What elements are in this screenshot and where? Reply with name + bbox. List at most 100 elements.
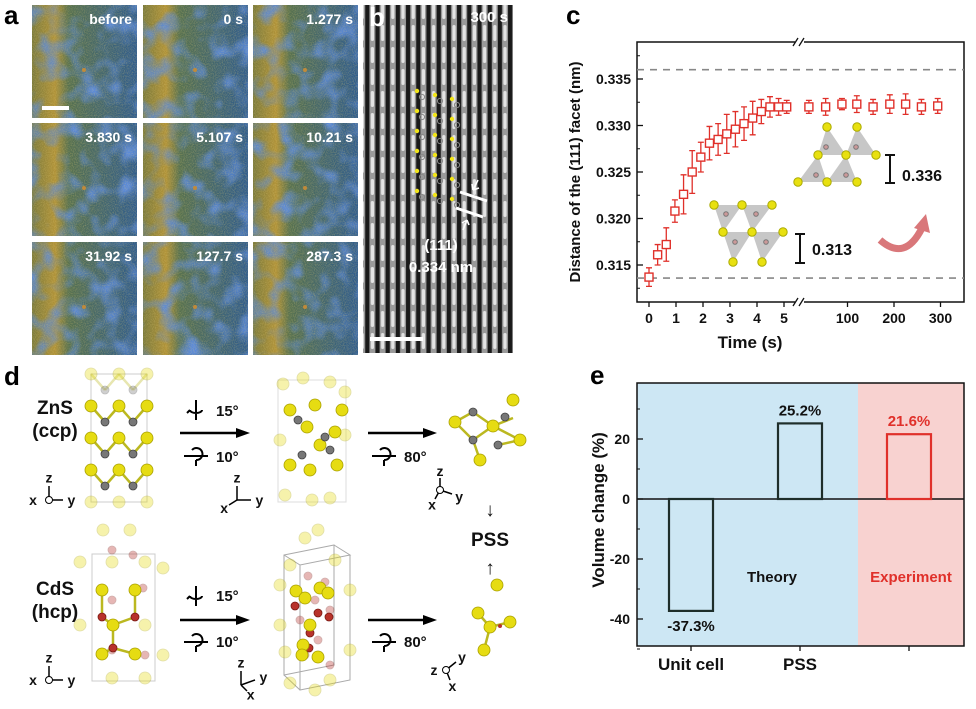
sulfur-atom xyxy=(841,150,851,160)
sulfur-atom xyxy=(313,438,327,452)
sulfur-atom xyxy=(276,377,290,391)
sulfur-atom xyxy=(477,643,491,657)
data-point xyxy=(713,122,723,156)
plane-index: (111) xyxy=(424,237,457,254)
data-marker xyxy=(820,102,831,112)
error-bar xyxy=(741,106,748,142)
particle-marker xyxy=(193,68,197,72)
axis-label: y xyxy=(68,492,76,508)
region-label-theory: Theory xyxy=(747,569,798,586)
sulfur-atom xyxy=(813,150,823,160)
sulfur-atom xyxy=(128,647,142,661)
zns-label: ZnS xyxy=(37,398,73,419)
sulfur-atom xyxy=(112,463,126,477)
axis-label: x xyxy=(29,492,37,508)
zinc-atom xyxy=(128,417,138,427)
arrowhead-icon xyxy=(423,615,437,625)
cadmium-atom xyxy=(295,615,305,625)
data-point xyxy=(837,97,847,111)
sulfur-atom xyxy=(84,367,98,381)
panel-d-structures xyxy=(73,367,527,697)
y-tick-label: -20 xyxy=(610,551,630,567)
sulfur-atom-marker xyxy=(449,156,455,162)
arrow-icon xyxy=(471,179,480,191)
error-bar xyxy=(689,149,696,195)
sulfur-atom xyxy=(273,618,287,632)
frame-noise xyxy=(32,242,137,355)
particle-marker xyxy=(82,68,86,72)
data-marker xyxy=(644,272,654,282)
rotate-vertical-axis-icon xyxy=(186,586,203,606)
sulfur-atom xyxy=(295,648,309,662)
data-marker xyxy=(730,124,741,134)
tetrahedron xyxy=(798,155,827,182)
sulfur-atom xyxy=(747,227,757,237)
sulfur-atom xyxy=(311,523,325,537)
sulfur-atom xyxy=(506,393,520,407)
cadmium-atom xyxy=(325,660,335,670)
rotation-10-top: 10° xyxy=(216,449,239,466)
sulfur-atom-marker xyxy=(449,196,455,202)
bond xyxy=(90,373,106,391)
error-bar xyxy=(758,98,765,125)
sulfur-atom xyxy=(106,618,120,632)
spacing-bracket-icon xyxy=(795,233,805,264)
data-marker xyxy=(852,99,862,109)
y-tick-label: 0.315 xyxy=(596,257,631,273)
sulfur-atom xyxy=(95,583,109,597)
data-marker xyxy=(661,239,671,250)
x-tick-label: 4 xyxy=(753,310,761,326)
coordinate-axes-icon: zyx xyxy=(238,655,268,703)
data-point xyxy=(916,98,927,115)
data-point xyxy=(747,100,758,136)
out-of-plane-axis-icon xyxy=(442,666,450,674)
zinc-atom xyxy=(128,481,138,491)
error-bar xyxy=(934,97,941,115)
sulfur-atom-marker xyxy=(414,128,420,134)
sulfur-atom xyxy=(793,177,803,187)
data-point xyxy=(852,95,862,114)
sulfur-atom xyxy=(278,488,292,502)
data-point xyxy=(687,149,697,195)
sulfur-atom xyxy=(303,618,317,632)
sulfur-atom xyxy=(140,463,154,477)
plane-marker-upper xyxy=(459,190,488,203)
cds-label: CdS xyxy=(36,579,74,600)
data-point xyxy=(782,99,792,115)
axis-label: y xyxy=(68,672,76,688)
panel-label-c: c xyxy=(566,0,580,30)
frame-noise xyxy=(143,5,248,118)
metal-atom xyxy=(843,172,849,178)
cadmium-atom xyxy=(107,595,117,605)
metal-atom-marker xyxy=(453,161,461,169)
zinc-atom xyxy=(100,481,110,491)
transition-arrowhead-icon xyxy=(914,214,930,233)
zinc-atom xyxy=(100,417,110,427)
particle-marker xyxy=(82,186,86,190)
error-bar xyxy=(902,93,909,115)
transition-arrow-icon xyxy=(877,226,926,253)
metal-atom-marker xyxy=(436,157,444,165)
sulfur-atom-marker xyxy=(449,176,455,182)
bar-unit-cell xyxy=(667,497,715,613)
sulfur-atom xyxy=(105,671,119,685)
metal-atom-marker xyxy=(453,181,461,189)
spacing-bracket-icon xyxy=(885,154,895,184)
error-bar xyxy=(732,110,739,148)
axis-label: y xyxy=(256,492,264,508)
unit-cell-box xyxy=(277,379,347,503)
data-point xyxy=(678,174,689,215)
error-bar xyxy=(805,99,812,115)
frame-noise xyxy=(32,5,137,118)
arrow-down-to-pss: ↓ xyxy=(485,500,495,521)
metal-atom xyxy=(813,172,819,178)
error-bar xyxy=(663,227,670,262)
chart-c: 0.336 0.313 0.315 0.320 0.325 0.330 0.335 0 1 2… xyxy=(567,36,965,352)
sulfur-atom xyxy=(852,177,862,187)
data-marker xyxy=(916,102,927,112)
sulfur-atom xyxy=(305,493,319,507)
axis-label: y xyxy=(455,488,463,504)
axis-label: z xyxy=(234,470,241,486)
sulfur-atom xyxy=(323,375,337,389)
